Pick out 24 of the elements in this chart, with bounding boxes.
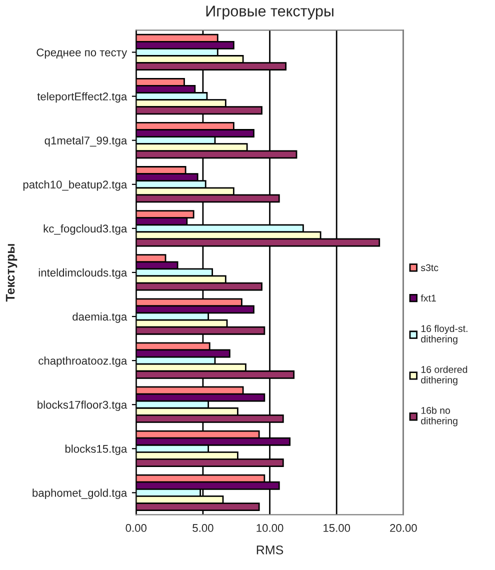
legend-label: 16 floyd-st. dithering <box>421 324 468 344</box>
y-tick-label: Среднее по тесту <box>36 48 128 59</box>
y-tick-label: inteldimclouds.tga <box>38 268 128 279</box>
x-tick-label: 0.00 <box>126 524 147 532</box>
chart-title: Игровые текстуры <box>206 6 334 20</box>
y-tick-label: blocks15.tga <box>65 444 128 455</box>
y-tick-label: kc_fogcloud3.tga <box>44 224 128 235</box>
x-axis-title: RMS <box>256 546 284 554</box>
y-tick-label: blocks17floor3.tga <box>38 400 128 411</box>
y-tick-label: chapthroatooz.tga <box>38 356 128 367</box>
y-tick-label: baphomet_gold.tga <box>32 488 128 500</box>
legend-label: 16 ordered dithering <box>421 366 468 386</box>
y-tick-label: patch10_beatup2.tga <box>23 180 128 191</box>
legend-label: s3tc <box>420 264 438 272</box>
x-tick-label: 15.00 <box>324 524 350 532</box>
y-tick-label: q1metal7_99.tga <box>44 136 128 147</box>
x-tick-label: 10.00 <box>256 524 284 532</box>
y-axis-title: Текстуры <box>6 244 18 302</box>
legend-label: fxt1 <box>420 294 436 302</box>
y-tick-label: daemia.tga <box>72 312 128 323</box>
y-tick-label: teleportEffect2.tga <box>37 92 128 103</box>
x-tick-label: 20.00 <box>390 524 417 532</box>
legend-label: 16b no dithering <box>421 406 458 426</box>
x-tick-label: 5.00 <box>192 524 214 532</box>
